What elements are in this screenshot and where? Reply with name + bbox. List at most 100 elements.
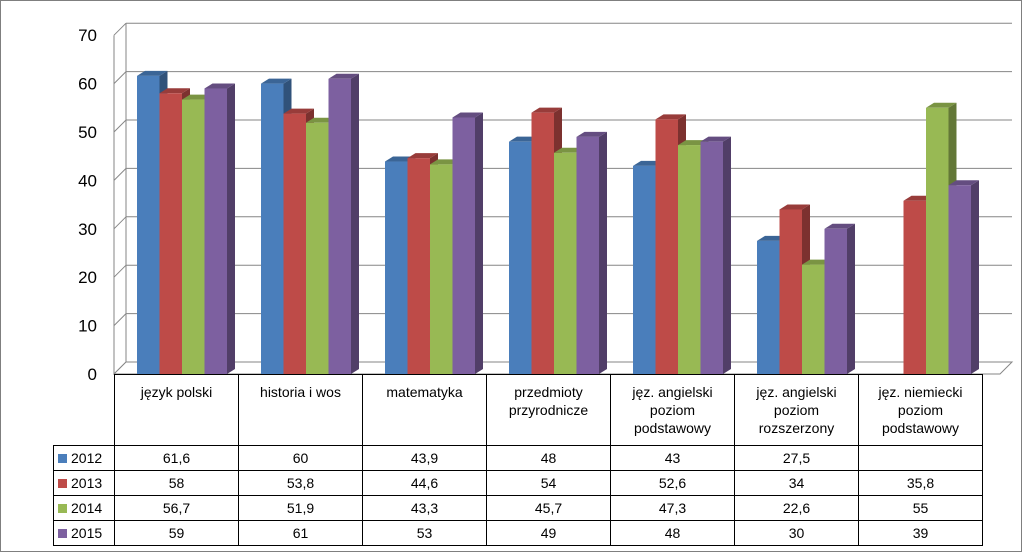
gridline-diagonal (113, 216, 127, 230)
legend-label: 2015 (71, 525, 103, 541)
bar-front (385, 161, 408, 374)
bar-top (926, 102, 957, 108)
data-label: 48 (610, 520, 735, 546)
bar-side (351, 73, 359, 374)
bar-top (159, 88, 190, 94)
legend-entry: 2014 (53, 495, 115, 521)
data-label: 54 (486, 470, 611, 496)
gridline-diagonal (113, 71, 127, 84)
bar-top (779, 204, 810, 210)
bar-front (509, 141, 532, 374)
y-tick-label: 70 (78, 26, 97, 45)
data-label: 47,3 (610, 495, 735, 521)
legend-key (58, 528, 67, 538)
legend-label: 2013 (71, 475, 103, 491)
bar (452, 112, 483, 374)
data-label: 61 (238, 520, 363, 546)
legend-entry: 2015 (53, 520, 115, 546)
legend-key (58, 478, 67, 488)
gridline-diagonal (113, 22, 127, 36)
y-tick-label: 40 (78, 171, 97, 190)
data-label: 53,8 (238, 470, 363, 496)
data-label: 44,6 (362, 470, 487, 496)
bar (576, 131, 607, 374)
bar-top (328, 73, 359, 79)
bar-side (847, 223, 855, 374)
data-label: 51,9 (238, 495, 363, 521)
data-label: 48 (486, 445, 611, 471)
bar-front (137, 75, 160, 374)
bar-side (599, 131, 607, 374)
data-label: 61,6 (114, 445, 239, 471)
bar-front (802, 264, 825, 374)
bar-top (137, 70, 168, 76)
legend-key (58, 453, 67, 463)
data-label: 55 (858, 495, 983, 521)
data-label: 52,6 (610, 470, 735, 496)
legend-label: 2012 (71, 450, 103, 466)
gridline-diagonal (113, 264, 127, 278)
bar-front (204, 88, 227, 374)
y-tick-label: 10 (78, 317, 97, 336)
bar (824, 223, 855, 374)
bar-side (227, 83, 235, 374)
bar-top (576, 131, 607, 137)
y-tick-label: 50 (78, 123, 97, 142)
data-label: 45,7 (486, 495, 611, 521)
table-row: 2013 58 53,8 44,6 54 52,6 34 35,8 (53, 470, 983, 496)
bar-top (700, 136, 731, 142)
gridline-diagonal (113, 168, 127, 181)
x-category-label: jęz. angielski poziom podstawowy (610, 374, 735, 446)
y-tick-label: 20 (78, 268, 97, 287)
bar-top (261, 78, 292, 84)
bar-front (261, 83, 284, 374)
bar-front (779, 209, 802, 374)
y-tick-label: 60 (78, 75, 97, 94)
x-category-label: matematyka (362, 374, 487, 446)
legend-label: 2014 (71, 500, 103, 516)
legend-entry: 2013 (53, 470, 115, 496)
bar-front (328, 78, 351, 374)
bar-front (948, 185, 971, 374)
bar-front (306, 122, 329, 374)
bar-front (554, 152, 577, 374)
data-label: 39 (858, 520, 983, 546)
bar-front (159, 93, 182, 374)
bar-front (824, 228, 847, 374)
x-category-label: jęz. niemiecki poziom podstawowy (858, 374, 983, 446)
bar-top (655, 114, 686, 120)
legend-key (58, 503, 67, 513)
bar-top (452, 112, 483, 118)
bar-side (475, 112, 483, 374)
bar-front (283, 113, 306, 374)
bar-top (283, 108, 314, 114)
bar-top (204, 83, 235, 89)
bar-top (531, 107, 562, 113)
x-category-label: jęz. angielski poziom rozszerzony (734, 374, 859, 446)
data-label: 34 (734, 470, 859, 496)
bar-top (824, 223, 855, 229)
data-label: 60 (238, 445, 363, 471)
legend-entry: 2012 (53, 445, 115, 471)
bar-front (700, 141, 723, 374)
data-label: 35,8 (858, 470, 983, 496)
bar (700, 136, 731, 374)
data-label: 56,7 (114, 495, 239, 521)
bar-front (757, 240, 780, 374)
bar-side (723, 136, 731, 374)
x-category-label: przedmioty przyrodnicze (486, 374, 611, 446)
table-row: 2015 59 61 53 49 48 30 39 (53, 520, 983, 546)
data-label: 27,5 (734, 445, 859, 471)
bar-front (182, 99, 205, 375)
series-2015 (204, 73, 979, 374)
data-label: 59 (114, 520, 239, 546)
data-table: język polski historia i wos matematyka prze… (53, 374, 983, 546)
gridline-diagonal (113, 313, 127, 326)
bar (948, 180, 979, 374)
bar-front (576, 136, 599, 374)
data-label: 58 (114, 470, 239, 496)
data-label: 49 (486, 520, 611, 546)
table-corner (53, 374, 115, 446)
x-category-label: język polski (114, 374, 239, 446)
